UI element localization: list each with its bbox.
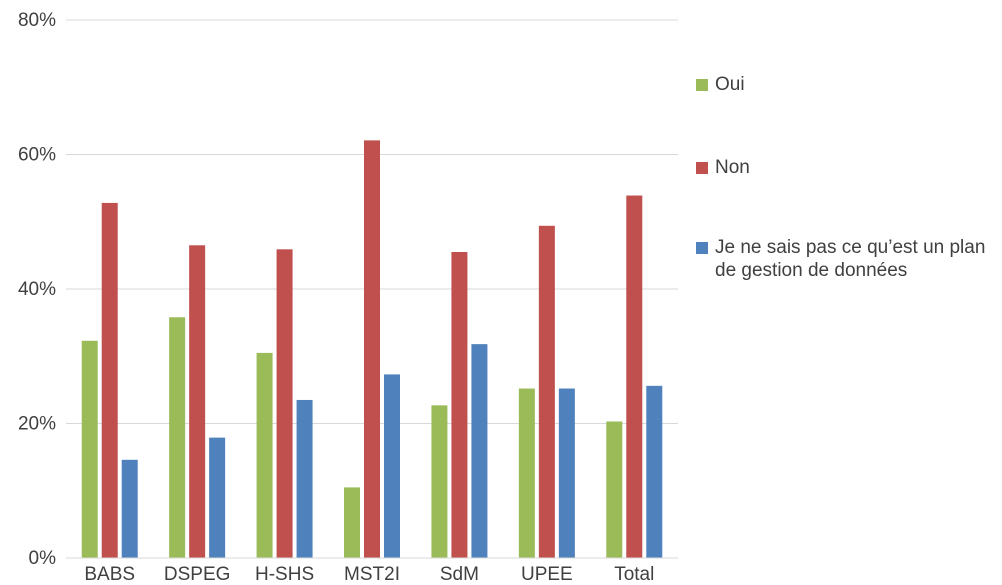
x-tick-label: UPEE xyxy=(521,564,573,585)
bar xyxy=(431,405,448,558)
x-axis: BABS DSPEG H-SHS MST2I SdM UPEE Total xyxy=(66,557,678,585)
bar xyxy=(558,388,575,558)
bar xyxy=(626,195,643,558)
x-tick-label: BABS xyxy=(84,564,135,585)
bar xyxy=(471,344,488,558)
bar xyxy=(538,225,555,558)
y-tick-label: 0% xyxy=(29,548,57,569)
bars xyxy=(81,140,663,559)
legend-swatch-non xyxy=(696,162,708,174)
y-tick-label: 20% xyxy=(18,414,56,435)
y-tick-label: 80% xyxy=(18,10,56,31)
bar xyxy=(451,252,468,558)
bar xyxy=(646,385,663,558)
bar xyxy=(169,317,186,558)
bar xyxy=(344,487,360,558)
legend-swatch-je-ne-sais-pas xyxy=(696,242,708,254)
x-tick-label: Total xyxy=(614,564,654,585)
x-tick-label: H-SHS xyxy=(255,564,314,585)
bar xyxy=(384,374,400,558)
bar xyxy=(101,202,118,559)
y-axis: 0% 20% 40% 60% 80% xyxy=(18,10,56,569)
bar xyxy=(518,388,535,558)
bar xyxy=(276,249,293,558)
bar xyxy=(296,399,313,558)
x-tick-label: DSPEG xyxy=(164,564,231,585)
bar xyxy=(364,140,380,558)
x-tick-label: SdM xyxy=(440,564,479,585)
legend-item-je-ne-sais-pas: Je ne sais pas ce qu’est un plan de gest… xyxy=(696,236,1000,282)
legend-swatch-oui xyxy=(696,79,708,91)
bar xyxy=(256,352,273,558)
x-tick-label: MST2I xyxy=(344,564,400,585)
legend-item-oui: Oui xyxy=(696,73,1000,96)
bar xyxy=(209,437,226,558)
y-tick-label: 60% xyxy=(18,145,56,166)
bar xyxy=(606,421,623,558)
bar xyxy=(121,459,138,558)
legend-label-je-ne-sais-pas: Je ne sais pas ce qu’est un plan de gest… xyxy=(715,237,986,281)
legend-label-non: Non xyxy=(715,157,750,178)
legend-item-non: Non xyxy=(696,156,1000,179)
bar xyxy=(81,340,98,558)
legend-label-oui: Oui xyxy=(715,74,745,95)
y-tick-label: 40% xyxy=(18,279,56,300)
bar xyxy=(189,245,206,558)
